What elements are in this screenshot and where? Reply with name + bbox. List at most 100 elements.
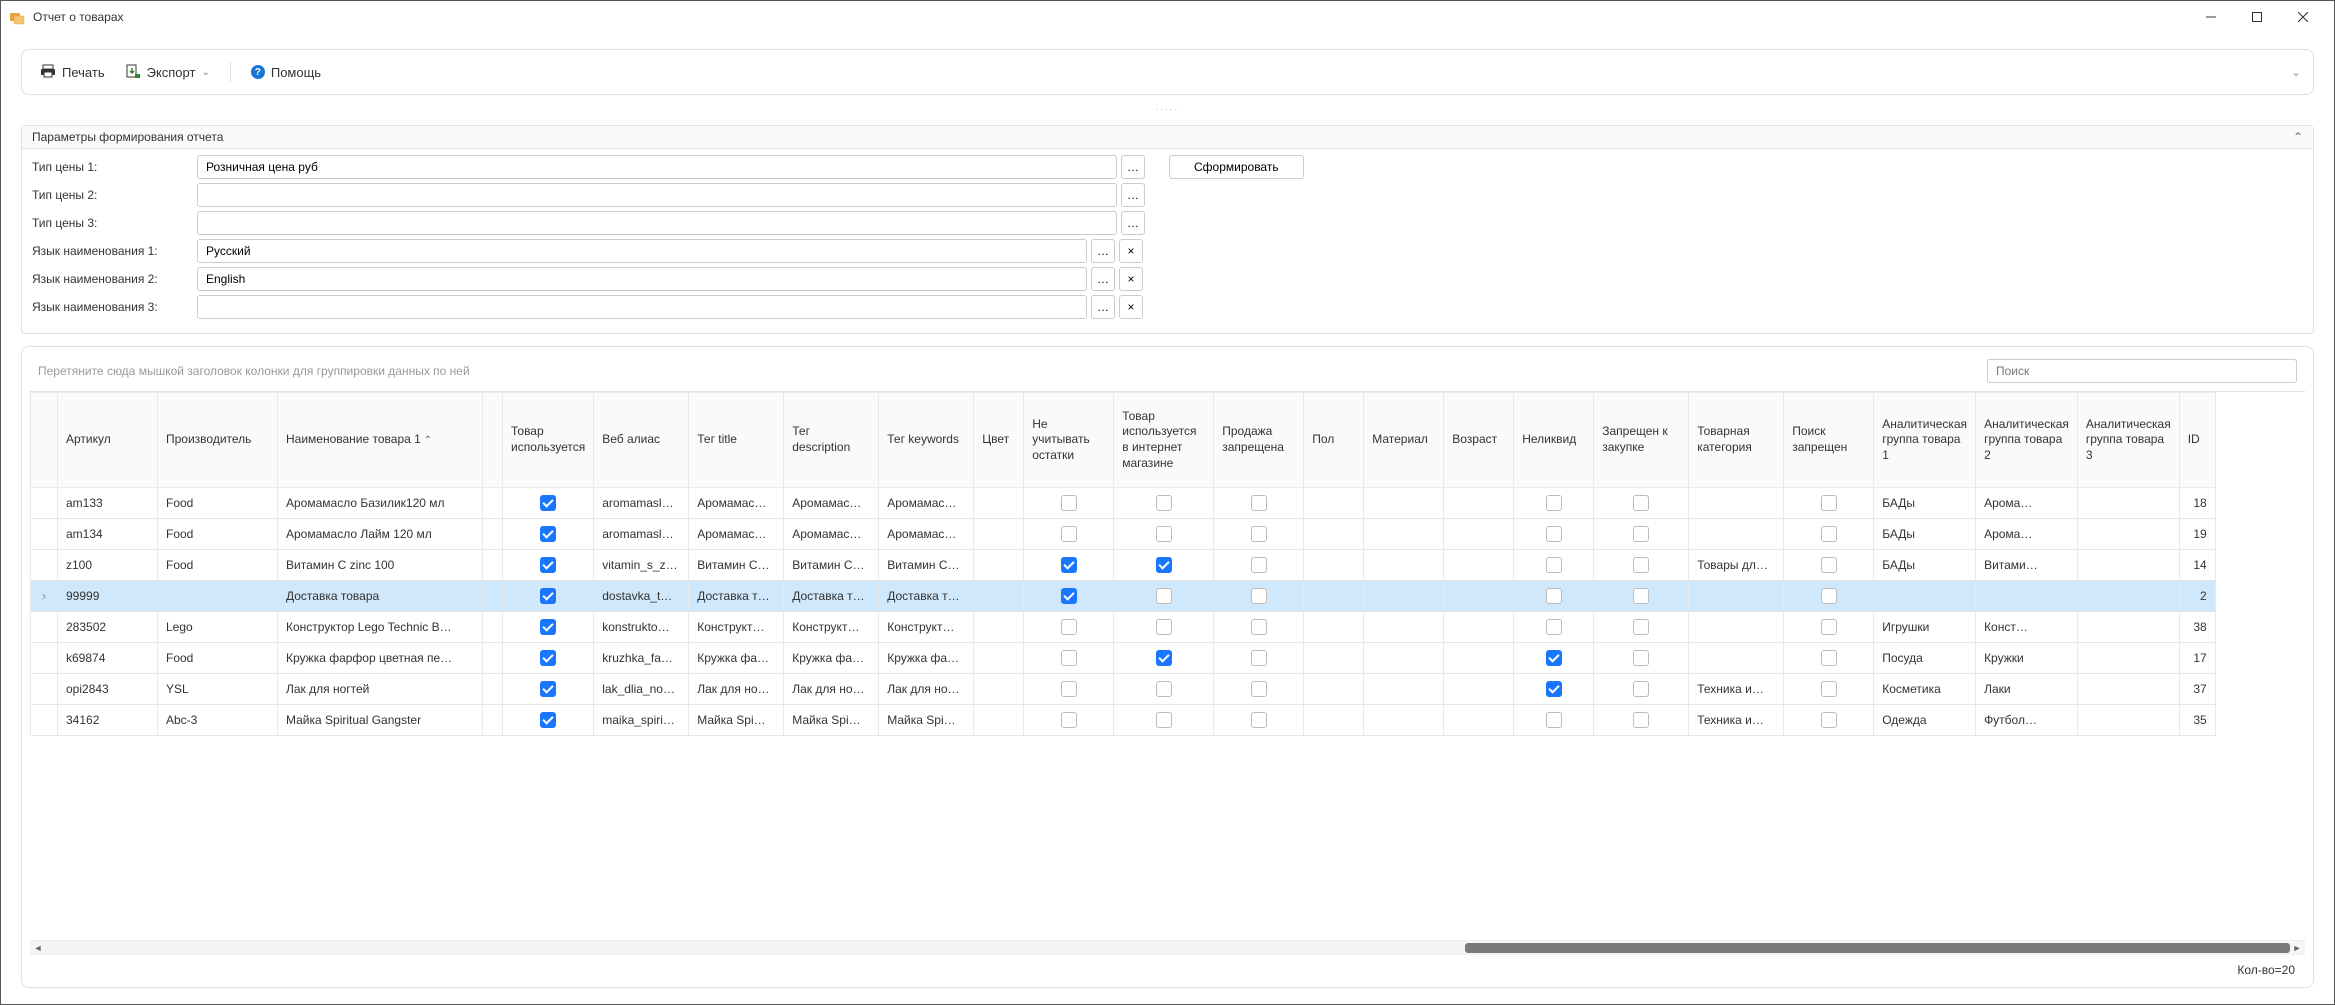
checkbox[interactable] xyxy=(1546,526,1562,542)
checkbox[interactable] xyxy=(1251,712,1267,728)
scroll-right-arrow[interactable]: ► xyxy=(2289,943,2305,953)
checkbox[interactable] xyxy=(1251,650,1267,666)
column-header[interactable]: Артикул xyxy=(58,393,158,488)
lang2-input[interactable] xyxy=(197,267,1087,291)
toolbar-expand-button[interactable]: ⌄ xyxy=(2291,65,2301,79)
close-button[interactable] xyxy=(2280,1,2326,33)
checkbox[interactable] xyxy=(540,650,556,666)
column-header[interactable]: Товар используется xyxy=(503,393,594,488)
checkbox[interactable] xyxy=(1061,588,1077,604)
checkbox[interactable] xyxy=(1156,588,1172,604)
checkbox[interactable] xyxy=(1061,526,1077,542)
checkbox[interactable] xyxy=(1061,495,1077,511)
checkbox[interactable] xyxy=(1156,557,1172,573)
checkbox[interactable] xyxy=(1251,526,1267,542)
checkbox[interactable] xyxy=(1061,557,1077,573)
checkbox[interactable] xyxy=(540,495,556,511)
column-header[interactable]: Веб алиас xyxy=(594,393,689,488)
column-header[interactable]: Товарная категория xyxy=(1689,393,1784,488)
checkbox[interactable] xyxy=(1633,681,1649,697)
checkbox[interactable] xyxy=(1546,681,1562,697)
price1-input[interactable] xyxy=(197,155,1117,179)
column-header[interactable]: Продажа запрещена xyxy=(1214,393,1304,488)
print-button[interactable]: Печать xyxy=(40,63,105,82)
table-row[interactable]: am133FoodАромамасло Базилик120 млaromama… xyxy=(31,488,2216,519)
checkbox[interactable] xyxy=(540,712,556,728)
maximize-button[interactable] xyxy=(2234,1,2280,33)
checkbox[interactable] xyxy=(1061,619,1077,635)
column-header[interactable]: Аналитическая группа товара 2 xyxy=(1976,393,2078,488)
column-header[interactable]: Товар используется в интернет магазине xyxy=(1114,393,1214,488)
horizontal-scrollbar[interactable]: ◄ ► xyxy=(30,940,2305,954)
minimize-button[interactable] xyxy=(2188,1,2234,33)
table-row[interactable]: ›99999Доставка товараdostavka_t…Доставка… xyxy=(31,581,2216,612)
lang3-lookup-button[interactable]: … xyxy=(1091,295,1115,319)
checkbox[interactable] xyxy=(1633,588,1649,604)
checkbox[interactable] xyxy=(1251,557,1267,573)
checkbox[interactable] xyxy=(1633,619,1649,635)
lang1-lookup-button[interactable]: … xyxy=(1091,239,1115,263)
table-row[interactable]: 283502LegoКонструктор Lego Technic B…kon… xyxy=(31,612,2216,643)
lang3-clear-button[interactable]: × xyxy=(1119,295,1143,319)
checkbox[interactable] xyxy=(1156,650,1172,666)
params-collapse-button[interactable]: ⌃ xyxy=(2293,130,2303,144)
checkbox[interactable] xyxy=(1821,588,1837,604)
column-header[interactable]: Тег description xyxy=(784,393,879,488)
column-header[interactable]: ID xyxy=(2179,393,2215,488)
scroll-thumb[interactable] xyxy=(1465,943,2290,953)
column-header[interactable]: Аналитическая группа товара 1 xyxy=(1874,393,1976,488)
checkbox[interactable] xyxy=(540,681,556,697)
checkbox[interactable] xyxy=(540,619,556,635)
lang1-clear-button[interactable]: × xyxy=(1119,239,1143,263)
splitter[interactable]: ····· xyxy=(21,107,2314,113)
checkbox[interactable] xyxy=(1156,619,1172,635)
checkbox[interactable] xyxy=(1821,619,1837,635)
column-header[interactable]: Поиск запрещен xyxy=(1784,393,1874,488)
table-wrap[interactable]: АртикулПроизводительНаименование товара … xyxy=(30,391,2305,940)
checkbox[interactable] xyxy=(1821,681,1837,697)
checkbox[interactable] xyxy=(1251,495,1267,511)
lang2-lookup-button[interactable]: … xyxy=(1091,267,1115,291)
checkbox[interactable] xyxy=(540,557,556,573)
column-header[interactable] xyxy=(483,393,503,488)
checkbox[interactable] xyxy=(1156,712,1172,728)
checkbox[interactable] xyxy=(1546,557,1562,573)
checkbox[interactable] xyxy=(1061,681,1077,697)
checkbox[interactable] xyxy=(540,526,556,542)
price3-input[interactable] xyxy=(197,211,1117,235)
checkbox[interactable] xyxy=(1633,557,1649,573)
checkbox[interactable] xyxy=(1633,650,1649,666)
checkbox[interactable] xyxy=(1546,495,1562,511)
checkbox[interactable] xyxy=(1156,495,1172,511)
export-button[interactable]: Экспорт ⌄ xyxy=(125,63,210,82)
column-header[interactable]: Наименование товара 1 xyxy=(278,393,483,488)
column-header[interactable]: Запрещен к закупке xyxy=(1594,393,1689,488)
checkbox[interactable] xyxy=(1251,681,1267,697)
checkbox[interactable] xyxy=(1061,712,1077,728)
table-row[interactable]: am134FoodАромамасло Лайм 120 млaromamasl… xyxy=(31,519,2216,550)
table-row[interactable]: k69874FoodКружка фарфор цветная пе…kruzh… xyxy=(31,643,2216,674)
checkbox[interactable] xyxy=(540,588,556,604)
price1-lookup-button[interactable]: … xyxy=(1121,155,1145,179)
checkbox[interactable] xyxy=(1156,526,1172,542)
checkbox[interactable] xyxy=(1821,495,1837,511)
column-header[interactable]: Неликвид xyxy=(1514,393,1594,488)
checkbox[interactable] xyxy=(1061,650,1077,666)
column-header[interactable]: Цвет xyxy=(974,393,1024,488)
checkbox[interactable] xyxy=(1546,650,1562,666)
column-header[interactable]: Тег keywords xyxy=(879,393,974,488)
checkbox[interactable] xyxy=(1821,712,1837,728)
price2-lookup-button[interactable]: … xyxy=(1121,183,1145,207)
table-row[interactable]: 34162Abc-3Майка Spiritual Gangstermaika_… xyxy=(31,705,2216,736)
checkbox[interactable] xyxy=(1633,712,1649,728)
checkbox[interactable] xyxy=(1251,619,1267,635)
checkbox[interactable] xyxy=(1821,650,1837,666)
column-header[interactable]: Материал xyxy=(1364,393,1444,488)
checkbox[interactable] xyxy=(1251,588,1267,604)
checkbox[interactable] xyxy=(1821,526,1837,542)
checkbox[interactable] xyxy=(1633,526,1649,542)
checkbox[interactable] xyxy=(1546,619,1562,635)
column-header[interactable]: Тег title xyxy=(689,393,784,488)
row-expander-icon[interactable]: › xyxy=(39,589,49,603)
checkbox[interactable] xyxy=(1821,557,1837,573)
